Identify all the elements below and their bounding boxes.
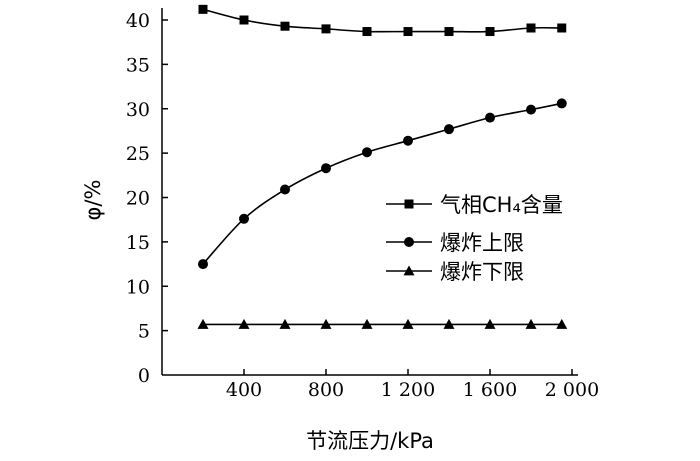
legend-label: 爆炸上限 [440,231,524,255]
legend-label: 气相CH₄含量 [440,193,563,217]
series-3 [197,318,568,329]
data-point-triangle [197,318,209,329]
legend-marker-triangle [403,265,415,276]
x-tick-label: 2 000 [545,379,599,401]
data-point-circle [526,104,536,115]
series-line [202,102,562,265]
data-point-circle [280,184,290,195]
data-point-square [557,23,567,33]
data-point-circle [239,213,249,224]
data-point-square [321,24,331,34]
data-point-circle [362,147,372,158]
y-tick-label: 30 [126,99,150,121]
data-point-triangle [238,318,250,329]
data-point-triangle [484,318,496,329]
data-point-circle [556,98,567,109]
series-2 [198,98,567,270]
y-tick-label: 0 [138,365,150,387]
data-point-triangle [556,318,568,329]
data-point-circle [321,163,331,174]
data-point-triangle [279,318,291,329]
axis-tick-labels: 0 5 10 15 20 25 30 35 40 400 800 1 200 1 600 2 000 [126,10,599,401]
x-tick-label: 1 600 [463,379,517,401]
data-point-circle [485,112,495,123]
axis-ticks [162,19,573,375]
legend-marker-circle [404,237,414,247]
legend-item: 气相CH₄含量 [386,193,563,217]
series-line [202,8,562,33]
y-tick-label: 40 [126,10,150,32]
series-1 [198,4,567,37]
x-tick-label: 400 [226,379,262,401]
data-point-square [198,4,208,14]
legend-item: 爆炸上限 [386,231,524,255]
y-tick-label: 20 [126,188,150,210]
data-point-triangle [443,318,455,329]
x-tick-label: 800 [308,379,344,401]
data-point-square [362,27,372,37]
data-point-square [280,21,290,31]
y-tick-label: 15 [126,232,150,254]
data-point-circle [198,259,208,270]
y-tick-label: 35 [126,54,150,76]
x-axis-title: 节流压力/kPa [306,429,434,453]
y-tick-label: 25 [126,143,150,165]
y-axis-title: φ/% [81,180,105,221]
legend-marker-square [404,199,414,209]
legend-item: 爆炸下限 [386,260,524,284]
data-point-square [485,27,495,37]
data-point-circle [444,124,454,135]
data-point-triangle [525,318,537,329]
data-point-square [403,27,413,37]
data-point-square [239,15,249,25]
data-point-triangle [320,318,332,329]
data-point-square [526,23,536,33]
data-point-square [444,27,454,37]
data-point-triangle [361,318,373,329]
chart-axes [161,8,578,376]
series-group [197,4,568,329]
data-point-circle [403,135,413,146]
data-point-triangle [402,318,414,329]
x-tick-label: 1 200 [381,379,435,401]
y-tick-label: 5 [138,321,150,343]
legend-label: 爆炸下限 [440,260,524,284]
y-tick-label: 10 [126,276,150,298]
